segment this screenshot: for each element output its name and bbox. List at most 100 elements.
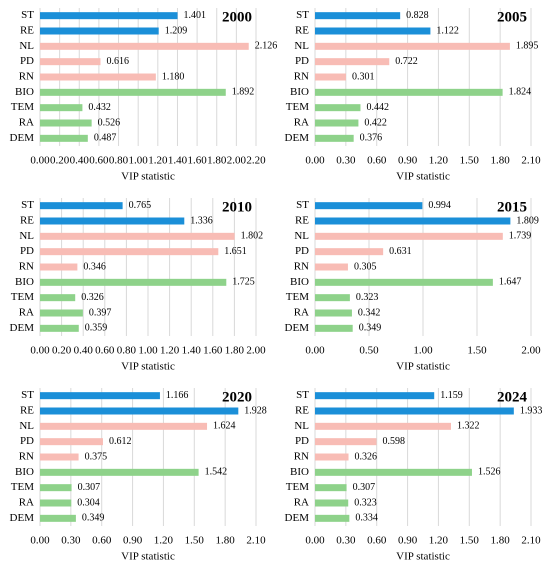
y-tick-label: BIO	[290, 86, 309, 98]
bar	[315, 42, 510, 50]
x-axis-label: VIP statistic	[396, 551, 450, 563]
x-tick-label: 0.00	[305, 345, 325, 357]
y-tick-label: ST	[296, 199, 309, 211]
y-tick-label: DEM	[285, 132, 310, 144]
value-label: 0.612	[109, 436, 132, 447]
x-tick-label: 0.20	[50, 155, 70, 167]
bar	[40, 217, 185, 225]
y-tick-label: RA	[19, 117, 34, 129]
x-tick-label: 2.10	[246, 535, 266, 547]
chart-title: 2015	[497, 199, 527, 215]
value-label: 2.126	[255, 41, 278, 52]
y-tick-label: RN	[294, 261, 309, 273]
x-tick-label: 1.60	[203, 345, 223, 357]
value-label: 0.304	[77, 497, 100, 508]
x-tick-label: 0.50	[359, 345, 379, 357]
y-tick-label: PD	[295, 435, 309, 447]
value-label: 0.487	[94, 133, 117, 144]
x-tick-label: 1.80	[207, 155, 227, 167]
bar	[315, 104, 361, 112]
x-axis-label: VIP statistic	[396, 171, 450, 183]
bar	[315, 407, 514, 415]
chart-title: 2020	[222, 389, 252, 405]
value-label: 1.166	[166, 390, 189, 401]
y-tick-label: PD	[20, 245, 34, 257]
x-tick-label: 1.80	[225, 345, 245, 357]
y-tick-label: PD	[20, 55, 34, 67]
value-label: 0.326	[81, 292, 104, 303]
y-tick-label: RN	[294, 71, 309, 83]
bar	[40, 514, 76, 522]
y-tick-label: RA	[19, 307, 34, 319]
value-label: 0.442	[366, 102, 389, 113]
value-label: 0.722	[395, 56, 418, 67]
x-tick-label: 0.80	[109, 155, 129, 167]
bar	[315, 392, 435, 400]
x-tick-label: 1.50	[460, 155, 480, 167]
y-tick-label: RE	[295, 25, 309, 37]
value-label: 0.307	[78, 482, 101, 493]
value-label: 1.824	[509, 87, 532, 98]
value-label: 0.342	[358, 307, 381, 318]
y-tick-label: RE	[20, 215, 34, 227]
y-tick-label: RE	[20, 405, 34, 417]
x-tick-label: 1.40	[168, 155, 188, 167]
bar	[315, 202, 423, 210]
x-tick-label: 0.30	[336, 535, 356, 547]
value-label: 0.326	[355, 451, 378, 462]
value-label: 0.323	[354, 497, 377, 508]
x-tick-label: 1.00	[138, 345, 158, 357]
x-tick-label: 0.60	[367, 155, 387, 167]
x-tick-label: 2.00	[521, 345, 541, 357]
x-axis-label: VIP statistic	[121, 361, 175, 373]
x-tick-label: 1.60	[187, 155, 207, 167]
bar	[40, 324, 79, 332]
value-label: 1.802	[241, 231, 264, 242]
bar	[315, 88, 503, 96]
bar	[40, 104, 83, 112]
y-tick-label: BIO	[290, 276, 309, 288]
x-tick-label: 1.20	[160, 345, 180, 357]
bar	[315, 422, 451, 430]
y-tick-label: BIO	[15, 466, 34, 478]
value-label: 1.180	[162, 71, 185, 82]
bar	[315, 514, 350, 522]
bar	[315, 248, 384, 256]
value-label: 0.376	[360, 133, 383, 144]
y-tick-label: NL	[19, 40, 34, 52]
y-tick-label: RN	[294, 451, 309, 463]
y-tick-label: TEM	[11, 101, 34, 113]
x-tick-label: 0.80	[117, 345, 137, 357]
bar	[40, 202, 123, 210]
value-label: 1.542	[205, 467, 228, 478]
bar	[40, 278, 227, 286]
value-label: 0.422	[364, 117, 387, 128]
y-tick-label: ST	[21, 9, 34, 21]
bar	[315, 294, 350, 302]
x-tick-label: 1.50	[460, 535, 480, 547]
value-label: 0.323	[356, 292, 379, 303]
bar	[40, 263, 78, 271]
bar	[40, 42, 249, 50]
x-tick-label: 0.90	[123, 535, 143, 547]
value-label: 0.616	[106, 56, 129, 67]
bar	[40, 422, 208, 430]
value-label: 0.346	[83, 261, 106, 272]
bar	[315, 468, 472, 476]
bar	[315, 73, 346, 81]
value-label: 0.307	[353, 482, 376, 493]
x-tick-label: 0.90	[398, 535, 418, 547]
value-label: 1.892	[232, 87, 255, 98]
y-tick-label: BIO	[290, 466, 309, 478]
value-label: 1.928	[244, 405, 267, 416]
x-tick-label: 1.40	[182, 345, 202, 357]
value-label: 1.209	[165, 25, 188, 36]
y-tick-label: RE	[295, 215, 309, 227]
value-label: 1.122	[436, 25, 459, 36]
bar	[40, 484, 72, 492]
y-tick-label: PD	[295, 245, 309, 257]
value-label: 0.631	[389, 246, 412, 257]
value-label: 0.994	[428, 200, 451, 211]
x-tick-label: 0.00	[30, 535, 50, 547]
bar	[40, 88, 226, 96]
